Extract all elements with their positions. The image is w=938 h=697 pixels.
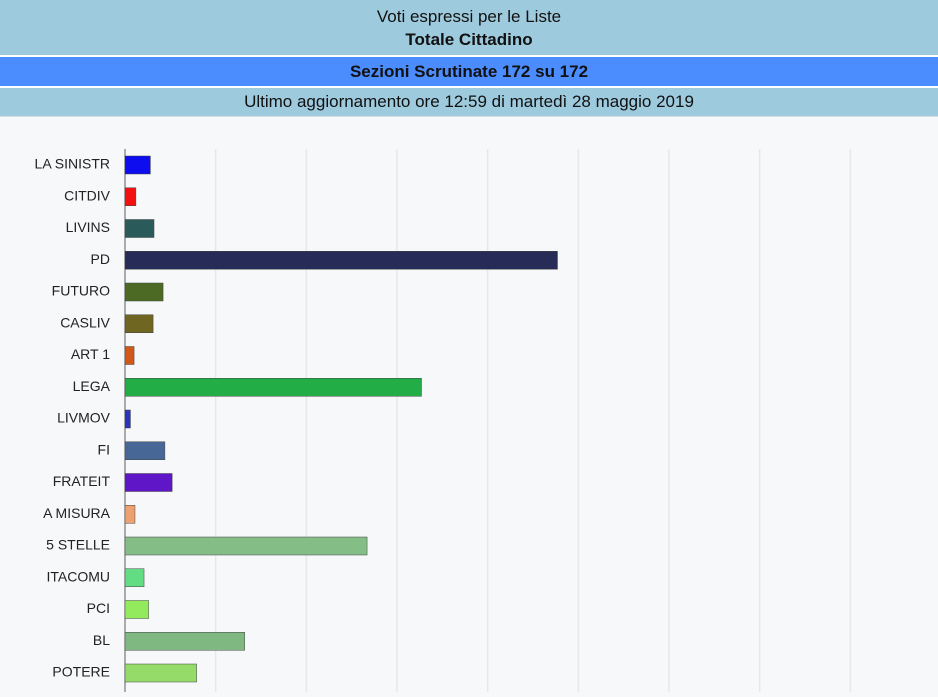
category-label: FRATEIT — [53, 473, 111, 489]
category-label: CITDIV — [64, 187, 111, 203]
category-label: LA SINISTR — [35, 156, 110, 172]
category-label: FUTURO — [52, 283, 110, 299]
bar — [124, 187, 137, 206]
category-label: LEGA — [73, 378, 111, 394]
bar — [124, 219, 155, 238]
bar — [124, 155, 151, 175]
category-label: A MISURA — [43, 505, 111, 521]
header-title: Voti espressi per le Liste — [376, 7, 562, 26]
category-label: PD — [91, 251, 110, 267]
sections-band: Sezioni Scrutinate 172 su 172 — [0, 57, 938, 88]
header-subtitle: Totale Cittadino — [405, 30, 533, 49]
bar — [124, 251, 558, 270]
category-label: POTERE — [52, 664, 110, 680]
category-label: CASLIV — [60, 314, 110, 330]
bar — [124, 346, 135, 365]
bar — [124, 600, 149, 619]
header-title-band: Voti espressi per le Liste Totale Cittad… — [0, 0, 938, 57]
bar — [124, 378, 422, 397]
bar — [124, 441, 166, 460]
bar — [124, 663, 197, 683]
category-label: LIVINS — [66, 219, 110, 235]
updated-band: Ultimo aggiornamento ore 12:59 di marted… — [0, 88, 938, 117]
bar — [124, 473, 173, 492]
category-label: PCI — [87, 600, 110, 616]
bar — [124, 568, 145, 587]
category-label: FI — [98, 441, 110, 457]
bar — [124, 314, 154, 333]
category-label: 5 STELLE — [46, 537, 110, 553]
category-label: BL — [93, 632, 110, 648]
bar — [124, 536, 368, 556]
category-label: LIVMOV — [57, 410, 111, 426]
bar — [124, 505, 136, 524]
bar — [124, 632, 245, 651]
category-label: ITACOMU — [46, 568, 110, 584]
category-label: ART 1 — [71, 346, 110, 362]
bar — [124, 282, 164, 302]
chart: LA SINISTR CITDIV LIVINS PD FUTURO CASLIV ART … — [35, 149, 852, 692]
bar — [124, 409, 131, 429]
